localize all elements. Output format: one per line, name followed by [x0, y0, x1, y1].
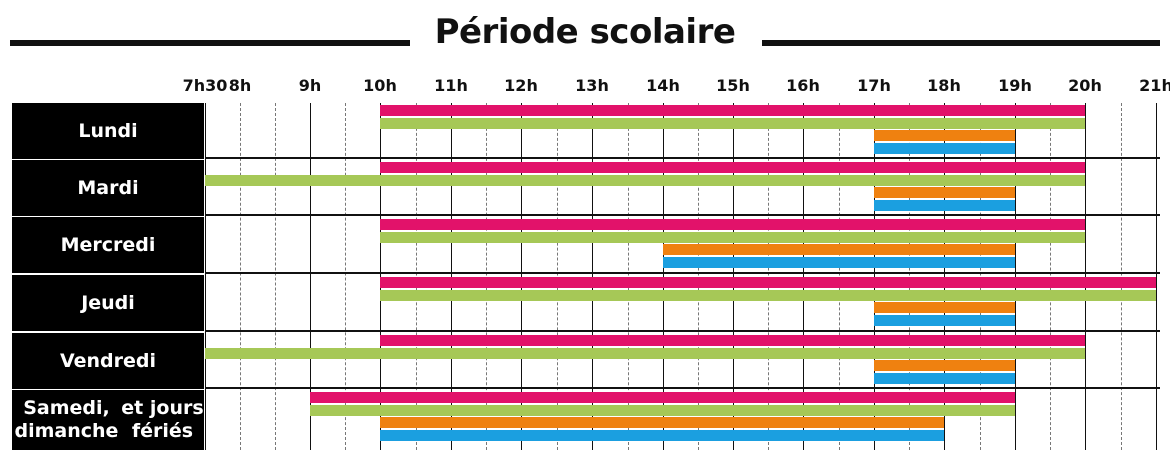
- day-label-text: Jeudi: [81, 291, 135, 314]
- grid-line-halfhour: [240, 103, 241, 450]
- day-label-text: Lundi: [78, 119, 138, 142]
- time-label: 20h: [1068, 76, 1102, 95]
- schedule-bar-magenta: [380, 105, 1085, 116]
- schedule-bar-green: [205, 347, 1085, 359]
- schedule-bar-orange: [663, 244, 1015, 255]
- grid-line-halfhour: [275, 103, 276, 450]
- grid-line-hour: [663, 103, 664, 450]
- day-label: Samedi, dimanche et jours fériés: [12, 390, 204, 450]
- row-separator: [205, 157, 1160, 159]
- grid-line-hour: [592, 103, 593, 450]
- grid-line-hour: [874, 103, 875, 450]
- time-label: 21h: [1139, 76, 1170, 95]
- grid-line-halfhour: [627, 103, 629, 450]
- schedule-bar-blue: [663, 256, 1015, 268]
- grid-line-halfhour: [415, 103, 417, 450]
- title-rule-left: [10, 40, 410, 46]
- grid-line-hour: [1156, 103, 1157, 450]
- grid-line-hour: [944, 103, 945, 450]
- time-label: 17h: [857, 76, 891, 95]
- grid-line-halfhour: [345, 103, 346, 450]
- grid-line-hour: [380, 103, 381, 450]
- grid-line-halfhour: [909, 103, 910, 450]
- day-label: Mercredi: [12, 217, 204, 273]
- day-label: Vendredi: [12, 333, 204, 389]
- grid-line-hour: [803, 103, 804, 450]
- schedule-bar-magenta: [310, 392, 1015, 403]
- time-label: 19h: [998, 76, 1032, 95]
- time-label: 16h: [786, 76, 820, 95]
- time-label: 11h: [434, 76, 468, 95]
- schedule-bar-green: [380, 231, 1085, 243]
- schedule-bar-orange: [380, 417, 944, 428]
- time-label: 7h30: [182, 76, 228, 95]
- day-label-text: Mardi: [77, 176, 139, 199]
- title-rule-right: [762, 40, 1160, 46]
- schedule-bar-blue: [380, 429, 944, 441]
- schedule-bar-green: [380, 117, 1085, 129]
- grid-line-hour: [733, 103, 734, 450]
- row-separator: [205, 214, 1160, 216]
- day-label: Mardi: [12, 160, 204, 216]
- time-label: 18h: [927, 76, 961, 95]
- day-label-text: et jours fériés: [121, 397, 204, 442]
- grid-line-halfhour: [1050, 103, 1051, 450]
- schedule-bar-green: [380, 289, 1156, 301]
- grid-line-hour: [1015, 103, 1016, 450]
- grid-line-hour: [205, 103, 206, 450]
- grid-line-halfhour: [486, 103, 487, 450]
- grid-line-halfhour: [768, 103, 769, 450]
- grid-line-halfhour: [698, 103, 699, 450]
- row-separator: [205, 387, 1160, 389]
- time-label: 15h: [716, 76, 750, 95]
- day-label-text: Mercredi: [60, 233, 156, 256]
- schedule-bar-blue: [874, 142, 1015, 154]
- schedule-bar-green: [310, 404, 1015, 416]
- schedule-bar-magenta: [380, 277, 1156, 288]
- day-label: Jeudi: [12, 275, 204, 331]
- schedule-bar-orange: [874, 302, 1015, 313]
- schedule-bar-magenta: [380, 162, 1085, 173]
- day-label-text: Samedi, dimanche: [14, 397, 119, 442]
- time-label: 12h: [504, 76, 538, 95]
- time-label: 13h: [575, 76, 609, 95]
- day-label: Lundi: [12, 103, 204, 159]
- day-label-text: Vendredi: [59, 349, 157, 372]
- schedule-bar-magenta: [380, 335, 1085, 346]
- grid-line-halfhour: [979, 103, 981, 450]
- grid-line-halfhour: [838, 103, 840, 450]
- grid-line-halfhour: [556, 103, 558, 450]
- grid-line-hour: [1085, 103, 1086, 450]
- row-separator: [205, 330, 1160, 332]
- row-separator: [205, 272, 1160, 274]
- schedule-bar-orange: [874, 360, 1015, 371]
- time-label: 10h: [363, 76, 397, 95]
- schedule-bar-blue: [874, 314, 1015, 326]
- grid-line-halfhour: [1120, 103, 1122, 450]
- schedule-bar-blue: [874, 199, 1015, 211]
- time-label: 8h: [228, 76, 252, 95]
- time-label: 9h: [298, 76, 322, 95]
- time-label: 14h: [646, 76, 680, 95]
- grid-line-hour: [451, 103, 452, 450]
- schedule-bar-green: [205, 174, 1085, 186]
- grid-line-hour: [521, 103, 522, 450]
- schedule-bar-blue: [874, 372, 1015, 384]
- schedule-bar-magenta: [380, 219, 1085, 230]
- grid-line-hour: [310, 103, 311, 450]
- schedule-bar-orange: [874, 130, 1015, 141]
- schedule-bar-orange: [874, 187, 1015, 198]
- page-title: Période scolaire: [434, 12, 736, 52]
